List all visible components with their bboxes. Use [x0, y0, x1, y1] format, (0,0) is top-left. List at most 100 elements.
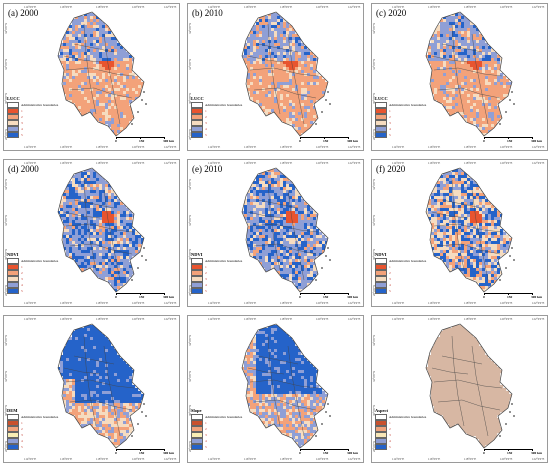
admin-boundary-line [73, 199, 115, 209]
longitude-tick-label: 118°0'0"E [464, 317, 477, 321]
map-legend: LUCC Administrative boundaries 1 2 3 4 5 [7, 96, 59, 139]
region-map [57, 323, 147, 449]
legend-label: Administrative boundaries [205, 103, 243, 107]
latitude-tick-label: 30°0'0"N [363, 260, 364, 271]
legend-label: 1 [21, 265, 23, 269]
legend-label: 3 [21, 121, 23, 125]
scale-bar-tick [116, 137, 117, 139]
admin-boundary-line [103, 345, 121, 437]
legend-swatch [7, 287, 19, 295]
map-legend: DEM Administrative boundaries 1 2 3 4 5 [7, 408, 59, 451]
legend-label: 3 [21, 433, 23, 437]
map-legend: Aspect Administrative boundaries 1 2 3 4 5 [375, 408, 427, 451]
scale-bar-label: 150 [507, 295, 513, 299]
scale-bar-label: 300 km [163, 139, 174, 143]
island-mark [141, 255, 143, 257]
longitude-tick-label: 120°0'0"E [316, 301, 329, 305]
latitude-tick-label: 28°0'0"N [179, 140, 180, 151]
latitude-tick-label: 32°0'0"N [179, 226, 180, 237]
island-mark [137, 267, 139, 269]
longitude-tick-label: 118°0'0"E [280, 301, 293, 305]
scale-bar-label: 300 km [531, 295, 542, 299]
longitude-tick-label: 118°0'0"E [96, 145, 109, 149]
scale-bar-tick [300, 449, 301, 451]
longitude-tick-label: 114°0'0"E [24, 317, 37, 321]
longitude-tick-label: 120°0'0"E [500, 457, 513, 461]
longitude-tick-label: 116°0'0"E [60, 161, 73, 165]
admin-boundary-line [65, 67, 135, 77]
island-mark [131, 123, 133, 125]
latitude-tick-label: 34°0'0"N [363, 34, 364, 45]
longitude-tick-label: 120°0'0"E [316, 317, 329, 321]
legend-title: Slope [191, 408, 202, 413]
legend-label: 3 [21, 277, 23, 281]
legend-label: 2 [205, 115, 207, 119]
island-mark [511, 403, 513, 405]
legend-title: Aspect [375, 408, 388, 413]
legend-label: Administrative boundaries [21, 103, 59, 107]
legend-label: 1 [21, 421, 23, 425]
admin-boundary-line [247, 367, 285, 375]
latitude-tick-label: 32°0'0"N [547, 70, 548, 81]
legend-title: NDVI [191, 252, 203, 257]
legend-label: 2 [21, 271, 23, 275]
region-outline [241, 323, 329, 449]
raster-layer [242, 169, 328, 292]
admin-boundary-line [69, 87, 133, 99]
scale-bar-label: 150 [323, 295, 329, 299]
admin-boundary-line [69, 243, 133, 255]
legend-label: 5 [205, 133, 207, 137]
admin-boundary-line [83, 23, 97, 115]
scale-bar-tick [116, 449, 117, 451]
island-mark [511, 91, 513, 93]
region-outline [425, 323, 513, 449]
legend-swatch [7, 131, 19, 139]
region-map [241, 167, 331, 293]
scale-bar-tick [532, 449, 533, 451]
scale-bar-tick [324, 137, 325, 139]
raster-layer [426, 169, 512, 292]
longitude-tick-label: 116°0'0"E [428, 5, 441, 9]
legend-label: 5 [389, 133, 391, 137]
longitude-tick-label: 120°0'0"E [132, 317, 145, 321]
island-mark [329, 259, 331, 261]
admin-boundary-line [431, 211, 469, 219]
island-mark [137, 423, 139, 425]
longitude-tick-label: 118°0'0"E [280, 145, 293, 149]
island-mark [505, 423, 507, 425]
latitude-tick-label: 28°0'0"N [547, 296, 548, 307]
scale-bar: 0 150 300 km [299, 293, 360, 305]
longitude-tick-label: 118°0'0"E [464, 145, 477, 149]
map-panel: 114°0'0"E 114°0'0"E 116°0'0"E 116°0'0"E 118°… [371, 3, 548, 151]
longitude-tick-label: 120°0'0"E [500, 145, 513, 149]
admin-boundary-line [249, 223, 319, 233]
legend-label: 5 [21, 289, 23, 293]
region-map [57, 11, 147, 137]
latitude-tick-label: 28°0'0"N [363, 296, 364, 307]
longitude-tick-label: 122°0'0"E [532, 317, 545, 321]
admin-boundary-line [471, 189, 489, 281]
scale-bar-label: 300 km [531, 139, 542, 143]
scale-bar-tick [300, 137, 301, 139]
island-mark [131, 279, 133, 281]
legend-row-class: 5 [7, 131, 59, 139]
island-mark [509, 99, 511, 101]
legend-row-class: 5 [7, 287, 59, 295]
map-panel: 114°0'0"E 114°0'0"E 116°0'0"E 116°0'0"E 118°… [371, 159, 548, 307]
admin-boundary-line [253, 243, 317, 255]
longitude-tick-label: 120°0'0"E [500, 301, 513, 305]
panel-label: (f) 2020 [376, 164, 406, 174]
latitude-tick-label: 32°0'0"N [363, 226, 364, 237]
scale-bar-tick [324, 449, 325, 451]
admin-boundary-line [437, 399, 501, 411]
longitude-tick-label: 122°0'0"E [164, 457, 177, 461]
scale-bar-tick [484, 449, 485, 451]
scale-bar: 0 150 300 km [115, 137, 176, 149]
longitude-tick-label: 118°0'0"E [96, 317, 109, 321]
legend-label: 2 [389, 115, 391, 119]
admin-boundary-line [471, 33, 489, 125]
admin-boundary-line [73, 355, 115, 365]
longitude-tick-label: 120°0'0"E [316, 5, 329, 9]
admin-boundary-line [287, 33, 305, 125]
